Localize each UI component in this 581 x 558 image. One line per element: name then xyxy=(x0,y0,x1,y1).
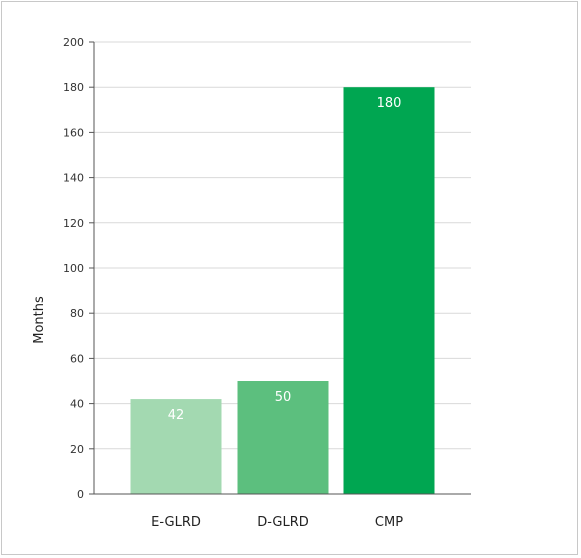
y-tick-label: 140 xyxy=(63,172,84,185)
y-tick-label: 180 xyxy=(63,81,84,94)
bars xyxy=(130,87,435,494)
y-tick-label: 160 xyxy=(63,126,84,139)
data-label: 50 xyxy=(275,390,292,405)
data-label: 42 xyxy=(168,408,185,423)
y-tick-label: 0 xyxy=(77,488,84,501)
y-axis-label: Months xyxy=(32,296,47,344)
x-category-label: D-GLRD xyxy=(257,515,309,530)
y-tick-label: 40 xyxy=(70,398,84,411)
y-tick-label: 200 xyxy=(63,36,84,49)
y-tick-label: 80 xyxy=(70,307,84,320)
axes xyxy=(89,41,471,495)
data-labels: 42 50 180 xyxy=(168,96,402,423)
y-tick-label: 100 xyxy=(63,262,84,275)
y-tick-labels: 0 20 40 60 80 100 120 140 160 180 200 xyxy=(63,36,84,501)
bar-d-glrd xyxy=(237,381,329,494)
x-category-label: E-GLRD xyxy=(151,515,201,530)
y-tick-label: 20 xyxy=(70,443,84,456)
bar-cmp xyxy=(343,87,435,494)
y-tick-label: 60 xyxy=(70,352,84,365)
x-category-label: CMP xyxy=(375,515,403,530)
bar-e-glrd xyxy=(130,399,222,494)
data-label: 180 xyxy=(377,96,402,111)
x-category-labels: E-GLRD D-GLRD CMP xyxy=(151,515,403,530)
y-tick-label: 120 xyxy=(63,217,84,230)
